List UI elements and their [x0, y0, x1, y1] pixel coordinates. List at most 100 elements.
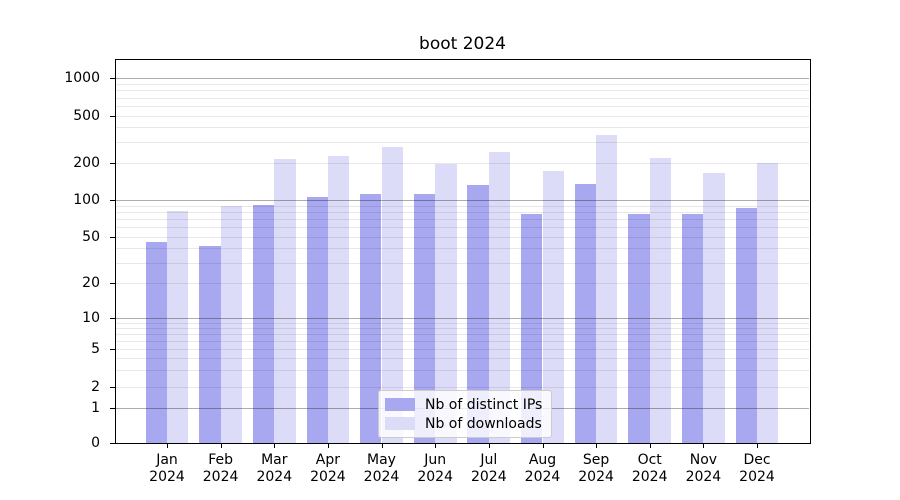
bar-downloads-oct [649, 157, 672, 443]
x-tick-label-month: Feb [208, 452, 233, 468]
y-tick-label: 10 [82, 310, 100, 326]
x-tick-label-month: Sep [582, 452, 610, 468]
gridline-minor [116, 83, 809, 85]
gridline-minor [116, 369, 809, 371]
x-tick-label-month: Dec [743, 452, 771, 468]
x-tick [220, 443, 222, 448]
x-tick-label-year: 2024 [470, 469, 507, 485]
x-tick-label-year: 2024 [417, 469, 453, 485]
gridline-minor [116, 237, 809, 238]
x-tick-label-year: 2024 [202, 469, 239, 485]
y-tick-label: 2 [91, 378, 100, 395]
gridline-minor [116, 116, 809, 117]
gridline-minor [116, 322, 809, 324]
bar-distinct-ips-oct [628, 214, 650, 443]
x-tick-label-month: Apr [315, 452, 340, 468]
right-spine [810, 59, 811, 444]
y-tick-label: 1000 [64, 70, 100, 86]
x-tick-label-year: 2024 [149, 469, 185, 485]
y-tick [110, 318, 115, 319]
x-tick [381, 443, 383, 448]
x-tick [703, 443, 705, 448]
x-tick-label: Feb 2024 [178, 452, 264, 486]
gridline-minor [116, 386, 809, 388]
y-tick [110, 237, 115, 238]
y-tick-label: 100 [73, 192, 100, 208]
x-tick-label-year: 2024 [363, 469, 400, 485]
bar-distinct-ips-jun [413, 194, 436, 443]
bar-downloads-nov [703, 172, 725, 443]
y-tick-label: 1 [91, 400, 100, 416]
bar-downloads-dec [757, 163, 779, 443]
bar-distinct-ips-apr [306, 196, 328, 443]
bar-distinct-ips-nov [682, 214, 704, 443]
x-tick [757, 443, 758, 448]
chart-title: boot 2024 [419, 34, 506, 54]
y-tick [110, 386, 115, 388]
y-tick [110, 408, 115, 409]
x-tick [488, 443, 490, 448]
x-tick-label-year: 2024 [631, 469, 668, 485]
x-tick [274, 443, 276, 448]
gridline-minor [116, 248, 809, 250]
gridline-minor [116, 219, 809, 220]
x-tick [435, 443, 437, 448]
y-tick-label: 20 [82, 275, 100, 291]
x-tick-label-month: Aug [528, 452, 557, 468]
x-tick-label-year: 2024 [310, 469, 346, 485]
x-tick-label-month: Jan [156, 452, 178, 468]
gridline-minor [116, 163, 809, 164]
bar-downloads-aug [542, 171, 564, 443]
gridline-minor [116, 262, 809, 264]
x-tick-label: Jul 2024 [446, 452, 532, 486]
bar-distinct-ips-jul [467, 184, 489, 443]
x-tick-label: Nov 2024 [660, 452, 746, 486]
x-tick-label: Dec 2024 [714, 452, 800, 486]
x-tick-label-month: Jun [424, 452, 447, 468]
y-tick [110, 200, 115, 201]
bar-downloads-jan [167, 211, 189, 443]
x-tick-label: Apr 2024 [285, 452, 371, 486]
bar-distinct-ips-dec [735, 208, 757, 443]
gridline-minor [116, 283, 809, 284]
gridline-major [116, 200, 809, 201]
x-tick-label: May 2024 [339, 452, 425, 486]
gridline-minor [116, 349, 809, 350]
bar-distinct-ips-feb [199, 245, 221, 443]
legend-label-downloads: Nb of downloads [425, 415, 542, 432]
x-tick-label-year: 2024 [256, 469, 293, 485]
bar-distinct-ips-sep [574, 184, 597, 443]
x-tick-label: Mar 2024 [231, 452, 317, 486]
legend-item-downloads: Nb of downloads [385, 414, 542, 433]
gridline-minor [116, 328, 809, 329]
gridline-minor [116, 334, 809, 335]
legend-label-distinct-ips: Nb of distinct IPs [425, 396, 543, 413]
gridline-minor [116, 142, 809, 144]
legend-item-distinct-ips: Nb of distinct IPs [385, 395, 542, 414]
x-tick [167, 443, 168, 448]
gridline-major [116, 318, 809, 319]
y-tick [110, 163, 115, 164]
gridline-minor [116, 227, 809, 229]
y-tick [110, 283, 115, 284]
x-tick-label-year: 2024 [578, 469, 614, 485]
bar-downloads-jul [488, 152, 511, 443]
x-tick-label-month: Mar [261, 452, 288, 468]
x-tick-label-year: 2024 [524, 469, 561, 485]
y-tick-label: 5 [91, 341, 100, 357]
y-tick [110, 349, 115, 350]
gridline-minor [116, 205, 809, 207]
x-tick [327, 443, 329, 448]
y-tick [110, 116, 115, 117]
gridline-minor [116, 127, 809, 129]
gridline-minor [116, 340, 809, 342]
bar-downloads-feb [220, 205, 242, 443]
bar-distinct-ips-mar [252, 204, 275, 443]
x-tick-label-month: Jul [480, 452, 498, 468]
bar-downloads-sep [596, 135, 618, 443]
bar-downloads-jun [435, 164, 457, 443]
bar-downloads-apr [327, 156, 350, 443]
y-tick-label: 500 [73, 108, 100, 124]
bottom-spine [115, 443, 811, 444]
